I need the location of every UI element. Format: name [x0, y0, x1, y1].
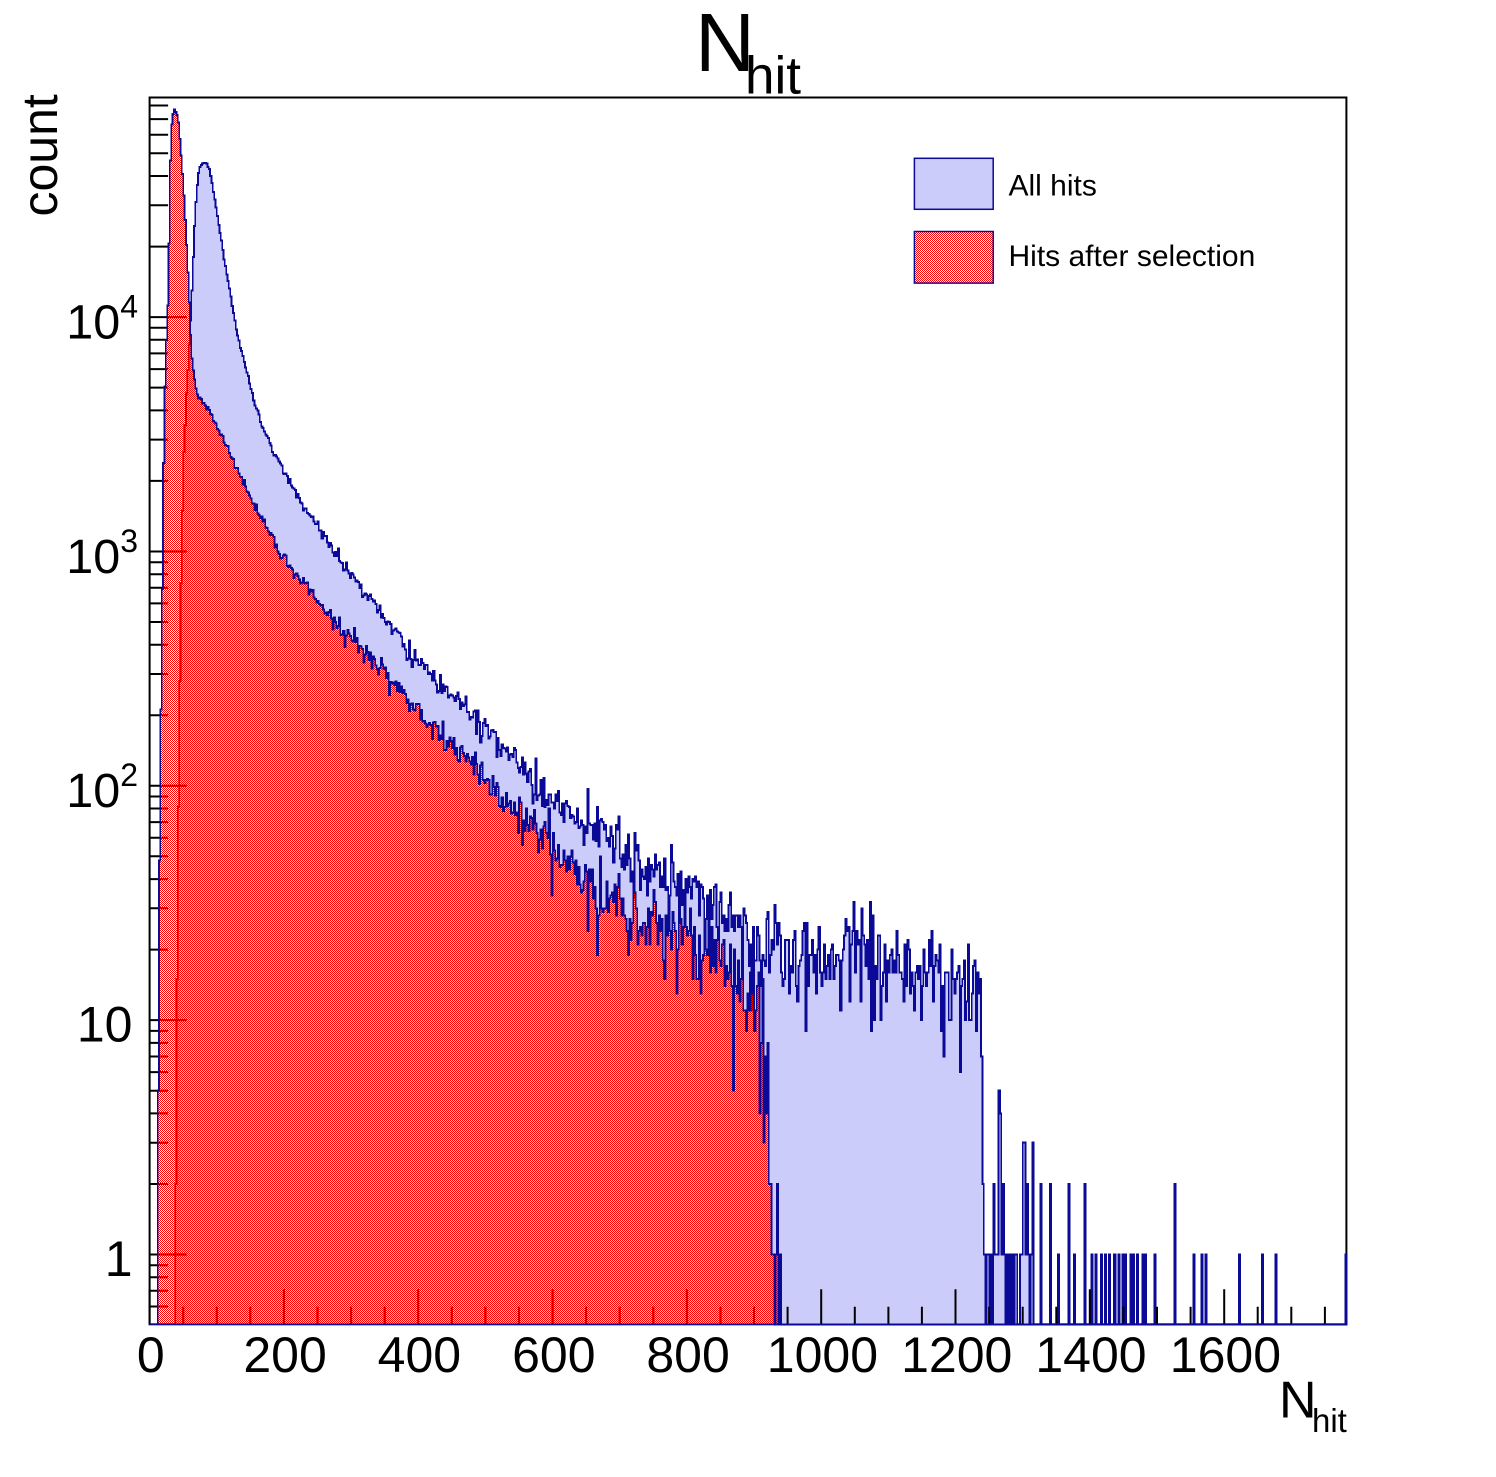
- svg-text:1400: 1400: [1035, 1327, 1146, 1383]
- svg-text:N: N: [1279, 1372, 1317, 1430]
- svg-text:10: 10: [77, 997, 133, 1053]
- svg-text:Hits after selection: Hits after selection: [1009, 240, 1256, 273]
- svg-text:200: 200: [243, 1327, 326, 1383]
- svg-text:1: 1: [105, 1231, 133, 1287]
- svg-text:N: N: [695, 0, 755, 89]
- svg-text:count: count: [12, 94, 68, 216]
- svg-text:All hits: All hits: [1009, 170, 1097, 203]
- svg-text:1600: 1600: [1170, 1327, 1281, 1383]
- svg-text:800: 800: [646, 1327, 729, 1383]
- svg-text:hit: hit: [1312, 1402, 1347, 1439]
- svg-text:1000: 1000: [767, 1327, 878, 1383]
- svg-text:1200: 1200: [901, 1327, 1012, 1383]
- svg-text:400: 400: [378, 1327, 461, 1383]
- svg-text:0: 0: [137, 1327, 165, 1383]
- svg-text:hit: hit: [745, 47, 801, 106]
- svg-text:600: 600: [512, 1327, 595, 1383]
